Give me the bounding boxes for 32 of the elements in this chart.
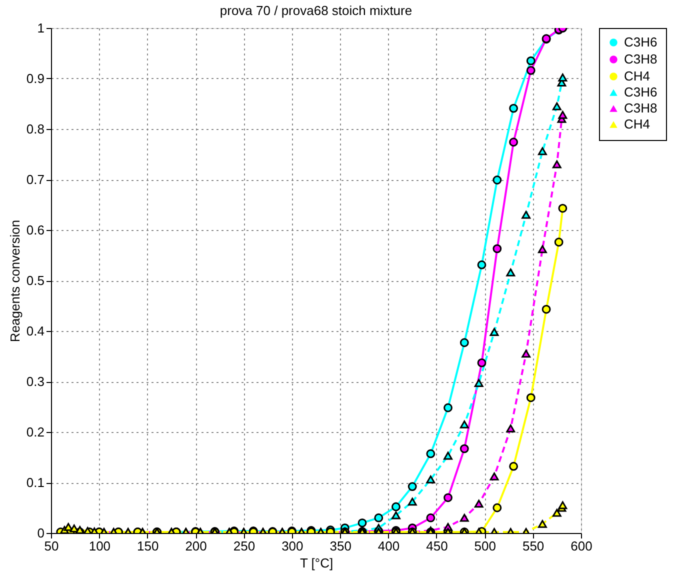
x-tick-label: 500 bbox=[474, 538, 496, 554]
x-tick-label: 400 bbox=[378, 538, 400, 554]
x-tick-label: 550 bbox=[522, 538, 544, 554]
legend-label: C3H6 bbox=[624, 84, 658, 100]
y-tick-label: 1 bbox=[37, 20, 44, 36]
legend-label: C3H6 bbox=[624, 34, 658, 50]
y-tick-label: 0.3 bbox=[26, 374, 44, 389]
x-axis-title: T [°C] bbox=[300, 556, 334, 570]
y-tick-label: 0 bbox=[37, 526, 44, 540]
x-tick-label: 200 bbox=[185, 538, 207, 554]
y-tick-label: 0.5 bbox=[26, 273, 44, 288]
x-tick-label: 250 bbox=[233, 538, 256, 554]
y-tick-label: 0.1 bbox=[26, 475, 44, 490]
x-tick-label: 300 bbox=[282, 538, 304, 554]
y-tick-label: 0.6 bbox=[26, 222, 44, 238]
y-tick-label: 0.4 bbox=[26, 324, 44, 338]
legend-label: C3H8 bbox=[624, 100, 658, 116]
legend-label: C3H8 bbox=[624, 52, 658, 66]
y-tick-label: 0.9 bbox=[26, 71, 44, 86]
x-tick-label: 100 bbox=[88, 538, 111, 554]
y-tick-label: 0.2 bbox=[26, 424, 44, 440]
x-tick-label: 600 bbox=[570, 538, 592, 554]
x-tick-label: 150 bbox=[137, 538, 159, 554]
x-tick-label: 350 bbox=[330, 538, 352, 554]
x-tick-label: 450 bbox=[426, 538, 448, 554]
legend-label: CH4 bbox=[624, 116, 650, 132]
y-tick-label: 0.8 bbox=[26, 122, 44, 136]
y-tick-label: 0.7 bbox=[26, 172, 44, 187]
y-axis-title: Reagents conversion bbox=[7, 220, 22, 342]
chart-title: prova 70 / prova68 stoich mixture bbox=[220, 3, 412, 18]
legend-label: CH4 bbox=[624, 68, 650, 84]
x-tick-label: 50 bbox=[44, 538, 59, 554]
